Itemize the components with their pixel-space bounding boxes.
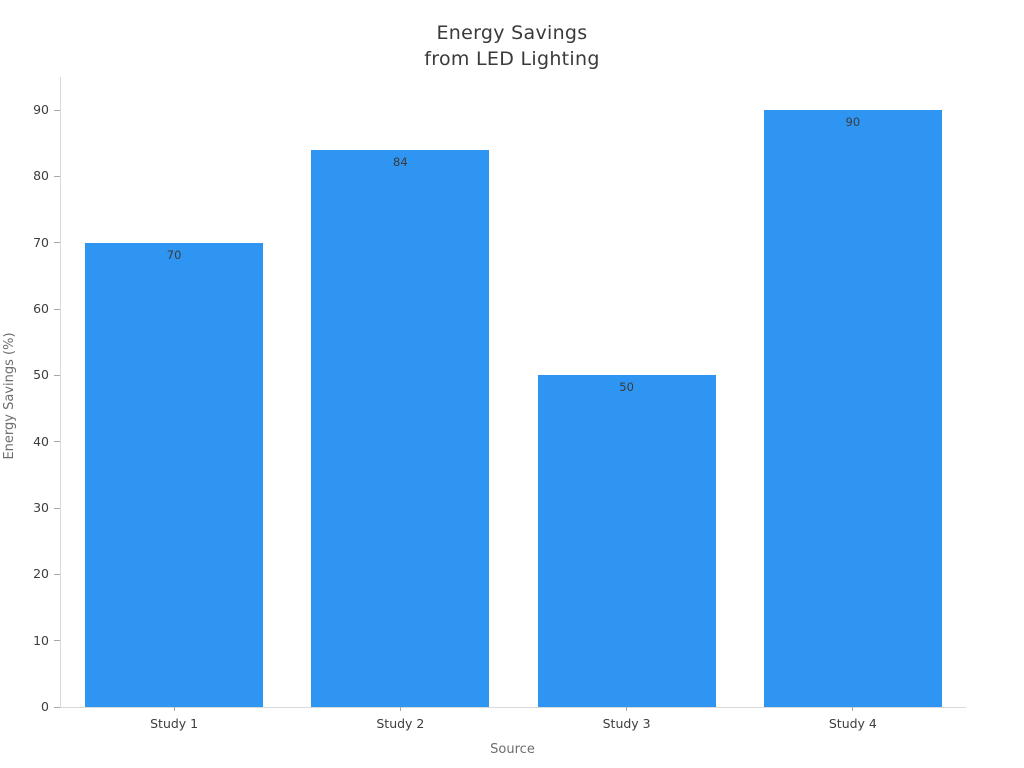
x-tick-label: Study 1 — [150, 716, 199, 731]
y-tick-mark — [54, 441, 60, 443]
y-tick-label: 80 — [33, 168, 49, 184]
y-tick-label: 50 — [33, 367, 49, 383]
x-axis-title: Source — [490, 742, 535, 757]
bar-value-label: 70 — [166, 247, 182, 262]
y-tick-mark — [54, 374, 60, 376]
y-tick-label: 60 — [33, 301, 49, 317]
chart-title-line2: from LED Lighting — [424, 48, 600, 70]
x-tick-mark — [852, 707, 854, 711]
y-tick-label: 0 — [41, 699, 49, 714]
y-tick-mark — [54, 109, 60, 111]
bar-study-1 — [85, 242, 264, 707]
y-tick-label: 70 — [33, 234, 49, 250]
y-tick-mark — [54, 573, 60, 575]
x-tick-mark — [626, 707, 628, 711]
y-tick-label: 20 — [33, 566, 49, 582]
x-tick-mark — [173, 707, 175, 711]
x-tick-mark — [399, 707, 401, 711]
y-tick-mark — [54, 706, 60, 708]
y-tick-label: 90 — [33, 102, 49, 118]
y-tick-mark — [54, 175, 60, 177]
bar-study-4 — [763, 110, 942, 707]
y-tick-mark — [54, 308, 60, 310]
x-tick-label: Study 4 — [828, 716, 877, 731]
y-tick-label: 30 — [33, 500, 49, 516]
bar-value-label: 90 — [845, 115, 861, 130]
y-tick-mark — [54, 242, 60, 244]
y-tick-mark — [54, 640, 60, 642]
x-tick-label: Study 2 — [376, 716, 425, 731]
plot-area: 0 10 20 30 40 50 60 70 80 90 70 Study 1 84 Study 2 50 S… — [33, 77, 966, 731]
chart-title-line1: Energy Savings — [436, 22, 588, 44]
y-tick-label: 40 — [33, 433, 49, 449]
bar-value-label: 50 — [619, 380, 634, 395]
x-tick-label: Study 3 — [602, 716, 651, 731]
chart-title: Energy Savings from LED Lighting — [0, 20, 1024, 72]
y-tick-mark — [54, 507, 60, 509]
bar-study-2 — [311, 149, 490, 707]
y-tick-label: 10 — [33, 632, 49, 648]
bar-value-label: 84 — [393, 154, 408, 169]
bar-study-3 — [537, 375, 716, 707]
